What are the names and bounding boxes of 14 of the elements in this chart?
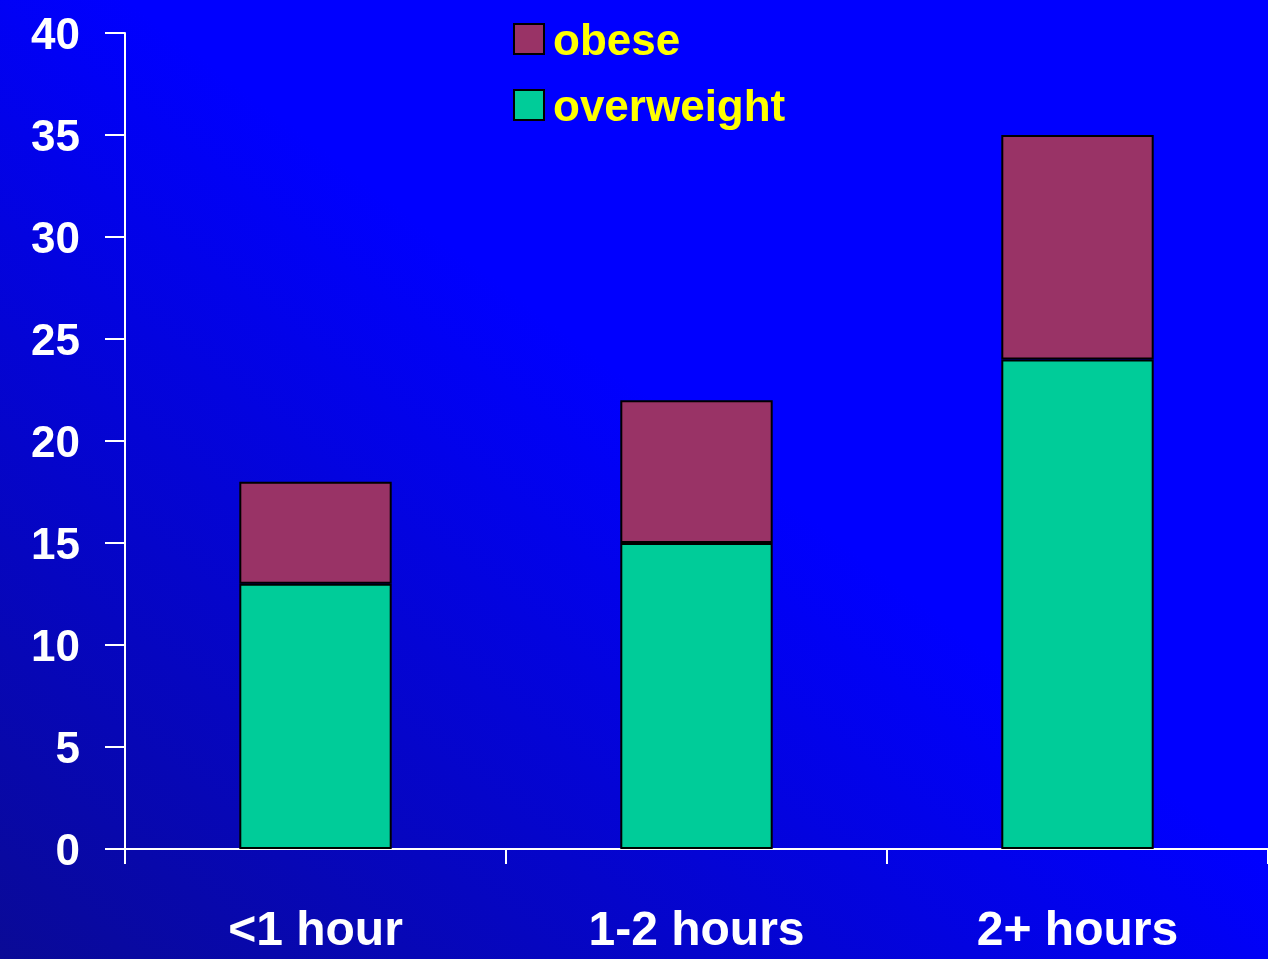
y-tick-label: 35 bbox=[31, 110, 80, 160]
x-tick-label: <1 hour bbox=[228, 901, 403, 955]
y-tick-label: 5 bbox=[55, 722, 80, 772]
legend-label: overweight bbox=[553, 80, 786, 130]
y-tick-label: 25 bbox=[31, 314, 80, 364]
y-tick-label: 30 bbox=[31, 212, 80, 262]
x-tick-label: 1-2 hours bbox=[588, 901, 805, 955]
y-tick-label: 10 bbox=[31, 620, 80, 670]
x-tick-label: 2+ hours bbox=[976, 901, 1179, 955]
y-tick-label: 40 bbox=[31, 8, 80, 58]
y-tick-label: 20 bbox=[31, 416, 80, 466]
y-tick-label: 15 bbox=[31, 518, 80, 568]
legend-label: obese bbox=[553, 14, 681, 64]
y-tick-label: 0 bbox=[55, 824, 80, 874]
